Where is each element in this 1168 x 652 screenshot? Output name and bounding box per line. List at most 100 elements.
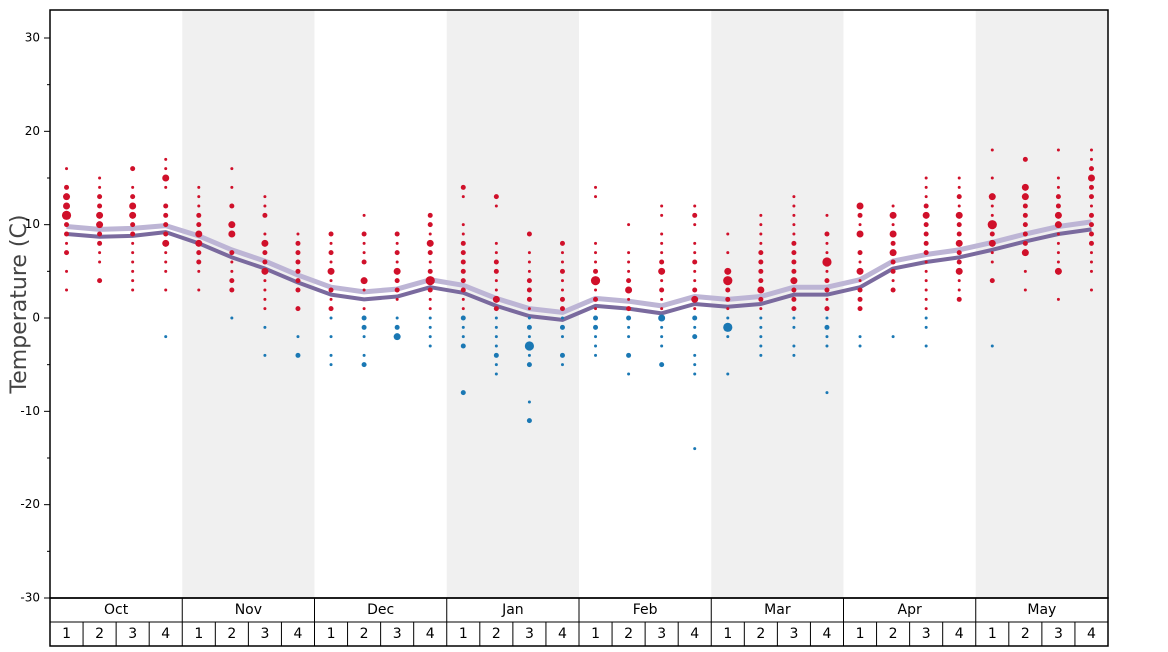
temperature-dot bbox=[361, 231, 367, 237]
temperature-dot bbox=[1023, 288, 1027, 292]
month-label: May bbox=[1027, 602, 1056, 618]
temperature-dot bbox=[63, 202, 71, 210]
temperature-dot bbox=[923, 231, 929, 237]
temperature-dot bbox=[362, 335, 366, 339]
temperature-dot bbox=[560, 316, 564, 320]
week-label: 4 bbox=[690, 626, 699, 642]
temperature-dot bbox=[295, 240, 301, 246]
temperature-dot bbox=[65, 269, 69, 273]
temperature-dot bbox=[494, 325, 498, 329]
temperature-dot bbox=[1022, 212, 1028, 218]
month-label: Nov bbox=[235, 602, 262, 618]
temperature-dot bbox=[195, 230, 203, 238]
temperature-dot bbox=[394, 287, 400, 293]
temperature-dot bbox=[1089, 157, 1093, 161]
temperature-dot bbox=[1089, 288, 1093, 292]
temperature-dot bbox=[759, 325, 763, 329]
temperature-dot bbox=[162, 239, 170, 247]
temperature-dot bbox=[197, 288, 201, 292]
temperature-dot bbox=[594, 195, 598, 199]
temperature-dot bbox=[494, 251, 498, 255]
temperature-dot bbox=[197, 204, 201, 208]
temperature-dot bbox=[856, 230, 864, 238]
temperature-dot bbox=[494, 335, 498, 339]
week-label: 4 bbox=[955, 626, 964, 642]
temperature-dot bbox=[858, 223, 862, 227]
week-label: 2 bbox=[227, 626, 236, 642]
temperature-dot bbox=[1056, 148, 1060, 152]
temperature-dot bbox=[1022, 231, 1028, 237]
temperature-dot bbox=[164, 157, 168, 161]
temperature-dot bbox=[1088, 184, 1094, 190]
temperature-dot bbox=[425, 276, 435, 286]
week-label: 3 bbox=[525, 626, 534, 642]
temperature-dot bbox=[131, 269, 135, 273]
temperature-dot bbox=[230, 185, 234, 189]
temperature-dot bbox=[693, 251, 697, 255]
temperature-dot bbox=[460, 343, 466, 349]
temperature-dot bbox=[131, 279, 135, 283]
temperature-dot bbox=[228, 221, 236, 229]
temperature-dot bbox=[891, 223, 895, 227]
temperature-dot bbox=[164, 269, 168, 273]
temperature-dot bbox=[822, 257, 832, 267]
y-tick-label: 10 bbox=[25, 217, 40, 231]
week-label: 3 bbox=[128, 626, 137, 642]
temperature-dot bbox=[129, 211, 137, 219]
temperature-dot bbox=[427, 250, 433, 256]
temperature-dot bbox=[428, 344, 432, 348]
temperature-dot bbox=[493, 268, 499, 274]
temperature-dot bbox=[593, 324, 599, 330]
week-label: 2 bbox=[624, 626, 633, 642]
temperature-dot bbox=[362, 307, 366, 311]
temperature-dot bbox=[494, 372, 498, 376]
temperature-dot bbox=[229, 287, 235, 293]
temperature-dot bbox=[627, 223, 631, 227]
temperature-dot bbox=[1056, 297, 1060, 301]
temperature-dot bbox=[923, 222, 929, 228]
temperature-dot bbox=[460, 184, 466, 190]
temperature-dot bbox=[1022, 222, 1028, 228]
temperature-dot bbox=[758, 278, 764, 284]
temperature-dot bbox=[989, 278, 995, 284]
temperature-dot bbox=[957, 279, 961, 283]
temperature-dot bbox=[230, 167, 234, 171]
temperature-dot bbox=[262, 212, 268, 218]
temperature-dot bbox=[460, 390, 466, 396]
temperature-dot bbox=[494, 344, 498, 348]
temperature-dot bbox=[825, 297, 829, 301]
temperature-dot bbox=[693, 223, 697, 227]
temperature-dot bbox=[460, 278, 466, 284]
temperature-dot bbox=[660, 204, 664, 208]
temperature-dot bbox=[792, 232, 796, 236]
temperature-dot bbox=[362, 251, 366, 255]
temperature-dot bbox=[262, 259, 268, 265]
temperature-dot bbox=[924, 307, 928, 311]
temperature-dot bbox=[858, 335, 862, 339]
temperature-dot bbox=[825, 213, 829, 217]
temperature-dot bbox=[758, 268, 764, 274]
temperature-dot bbox=[759, 241, 763, 245]
temperature-dot bbox=[957, 176, 961, 180]
temperature-dot bbox=[692, 212, 698, 218]
temperature-dot bbox=[791, 306, 797, 312]
temperature-dot bbox=[197, 269, 201, 273]
temperature-dot bbox=[889, 230, 897, 238]
temperature-dot bbox=[723, 276, 733, 286]
temperature-dot bbox=[527, 400, 531, 404]
temperature-dot bbox=[461, 335, 465, 339]
temperature-dot bbox=[627, 297, 631, 301]
week-label: 3 bbox=[260, 626, 269, 642]
temperature-dot bbox=[164, 335, 168, 339]
temperature-dot bbox=[660, 251, 664, 255]
week-label: 1 bbox=[988, 626, 997, 642]
temperature-dot bbox=[990, 176, 994, 180]
temperature-dot bbox=[792, 325, 796, 329]
temperature-dot bbox=[527, 260, 531, 264]
temperature-dot bbox=[955, 239, 963, 247]
temperature-dot bbox=[130, 194, 136, 200]
temperature-dot bbox=[825, 335, 829, 339]
temperature-dot bbox=[295, 278, 301, 284]
week-label: 2 bbox=[95, 626, 104, 642]
temperature-dot bbox=[824, 231, 830, 237]
